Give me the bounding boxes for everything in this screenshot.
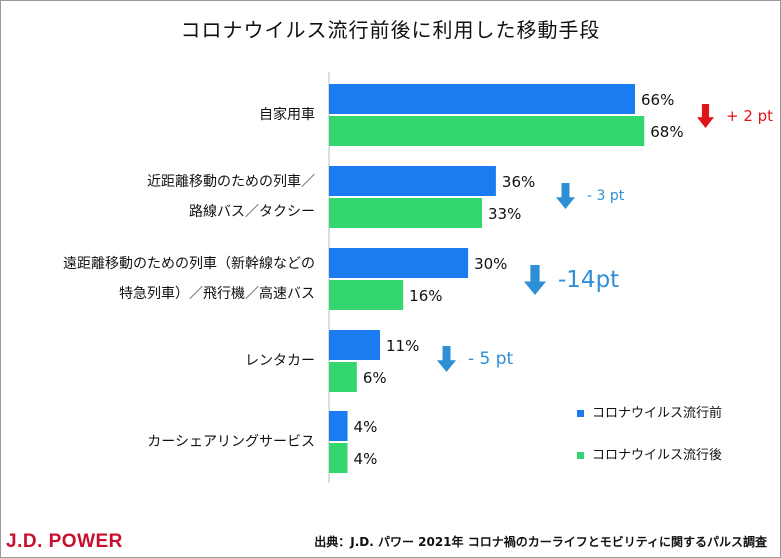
legend-label-before: コロナウイルス流行前: [592, 406, 723, 421]
bar-short-distance-after: [329, 198, 482, 228]
data-label-short-distance-after: 33%: [488, 205, 521, 223]
change-annotation-long-distance: -14pt: [524, 265, 619, 295]
arrow-shape: [437, 346, 456, 372]
change-text: - 3 pt: [587, 188, 625, 204]
arrow-down-icon: [437, 346, 456, 372]
change-text: -14pt: [558, 267, 620, 293]
change-text: - 5 pt: [468, 349, 514, 369]
legend-label-after: コロナウイルス流行後: [592, 448, 723, 463]
source-note: 出典：J.D. パワー 2021年 コロナ禍のカーライフとモビリティに関するパル…: [314, 535, 767, 549]
change-annotation-rental-car: - 5 pt: [437, 346, 513, 372]
data-label-car-sharing-before: 4%: [354, 418, 378, 436]
category-label-line: カーシェアリングサービス: [147, 434, 315, 450]
data-label-own-car-after: 68%: [650, 123, 683, 141]
data-label-long-distance-before: 30%: [474, 255, 507, 273]
data-label-short-distance-before: 36%: [502, 173, 535, 191]
arrow-shape: [697, 104, 714, 128]
category-label-line: 自家用車: [259, 107, 315, 123]
category-label-line: レンタカー: [245, 353, 315, 369]
category-label-line: 近距離移動のための列車／: [147, 174, 315, 190]
arrow-down-icon: [524, 265, 546, 295]
data-label-long-distance-after: 16%: [409, 287, 442, 305]
legend-swatch-after: [577, 452, 584, 459]
category-label-line: 路線バス／タクシー: [189, 204, 315, 220]
chart-title: コロナウイルス流行前後に利用した移動手段: [180, 18, 601, 42]
data-label-own-car-before: 66%: [641, 91, 674, 109]
legend-item-after: コロナウイルス流行後: [577, 444, 722, 463]
data-label-car-sharing-after: 4%: [354, 450, 378, 468]
data-label-rental-car-before: 11%: [386, 337, 419, 355]
legend-item-before: コロナウイルス流行前: [577, 402, 722, 421]
bar-own-car-before: [329, 84, 635, 114]
bar-rental-car-before: [329, 330, 380, 360]
arrow-shape: [524, 265, 546, 295]
category-label-long-distance: 遠距離移動のための列車（新幹線などの特急列車）／飛行機／高速バス: [63, 249, 315, 309]
category-label-line: 遠距離移動のための列車（新幹線などの: [63, 256, 315, 272]
jd-power-logo: J.D. POWER: [6, 531, 123, 552]
bar-short-distance-before: [329, 166, 496, 196]
arrow-shape: [556, 183, 575, 209]
category-label-short-distance: 近距離移動のための列車／ 路線バス／タクシー: [147, 167, 315, 227]
bar-long-distance-before: [329, 248, 469, 278]
change-annotation-short-distance: - 3 pt: [556, 183, 624, 209]
bar-car-sharing-after: [329, 443, 348, 473]
category-label-car-sharing: カーシェアリングサービス: [147, 427, 315, 457]
data-label-rental-car-after: 6%: [363, 369, 387, 387]
bar-rental-car-after: [329, 362, 357, 392]
change-text: + 2 pt: [726, 107, 774, 125]
bar-car-sharing-before: [329, 411, 348, 441]
arrow-down-icon: [556, 183, 575, 209]
category-label-rental-car: レンタカー: [245, 346, 315, 376]
arrow-down-icon: [697, 104, 714, 128]
change-annotation-own-car: + 2 pt: [697, 104, 773, 128]
category-label-own-car: 自家用車: [259, 100, 315, 130]
bar-long-distance-after: [329, 280, 404, 310]
legend-swatch-before: [577, 410, 584, 417]
bar-own-car-after: [329, 116, 645, 146]
category-label-line: 特急列車）／飛行機／高速バス: [119, 286, 315, 302]
